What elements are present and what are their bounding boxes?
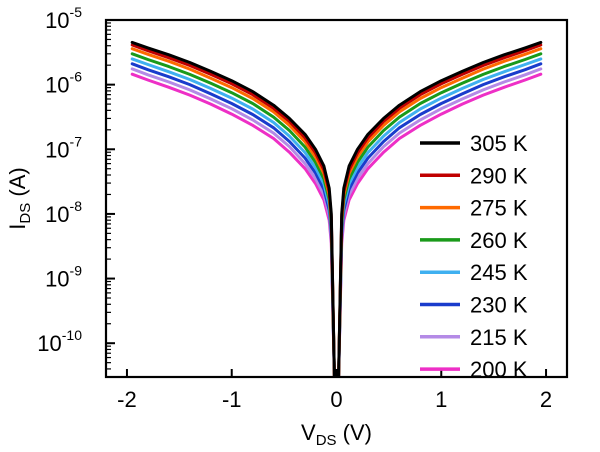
series-line-305k — [130, 40, 543, 377]
legend: 305 K 290 K 275 K 260 K 245 K 230 K 215 K 200 K — [420, 131, 528, 382]
y-axis-label-main: I — [5, 224, 30, 230]
series-line-245k — [130, 57, 543, 377]
x-axis-label-unit: (V) — [337, 420, 372, 445]
legend-label: 230 K — [470, 293, 528, 318]
series-line-230k — [130, 62, 543, 377]
x-axis: -2 -1 0 1 2 — [117, 369, 552, 412]
legend-label: 275 K — [470, 196, 528, 221]
legend-label: 215 K — [470, 325, 528, 350]
series-line-200k — [130, 72, 543, 377]
legend-label: 260 K — [470, 228, 528, 253]
series-line-215k — [130, 67, 543, 377]
x-axis-label: VDS (V) — [301, 420, 372, 449]
y-axis-label-sub: DS — [17, 203, 34, 224]
x-tick-label: -1 — [222, 387, 242, 412]
x-tick-label: -2 — [117, 387, 137, 412]
series-line-290k — [130, 43, 543, 377]
y-tick-label: 10-8 — [45, 198, 82, 227]
x-tick-label: 0 — [330, 387, 342, 412]
y-tick-label: 10-5 — [45, 4, 82, 33]
series-layer — [130, 40, 543, 377]
x-axis-label-sub: DS — [316, 432, 337, 449]
y-tick-label: 10-10 — [37, 327, 82, 356]
series-line-275k — [130, 47, 543, 377]
x-axis-label-main: V — [301, 420, 316, 445]
series-line-260k — [130, 52, 543, 377]
legend-label: 200 K — [470, 357, 528, 382]
legend-label: 290 K — [470, 163, 528, 188]
y-tick-label: 10-7 — [45, 133, 82, 162]
x-tick-label: 2 — [540, 387, 552, 412]
y-axis-label-unit: (A) — [5, 167, 30, 202]
legend-label: 305 K — [470, 131, 528, 156]
x-tick-label: 1 — [435, 387, 447, 412]
y-tick-label: 10-9 — [45, 263, 82, 292]
y-axis: 10-10 10-9 10-8 10-7 10-6 10-5 — [37, 4, 115, 370]
y-axis-label: IDS (A) — [5, 167, 34, 229]
legend-label: 245 K — [470, 260, 528, 285]
y-tick-label: 10-6 — [45, 69, 82, 98]
